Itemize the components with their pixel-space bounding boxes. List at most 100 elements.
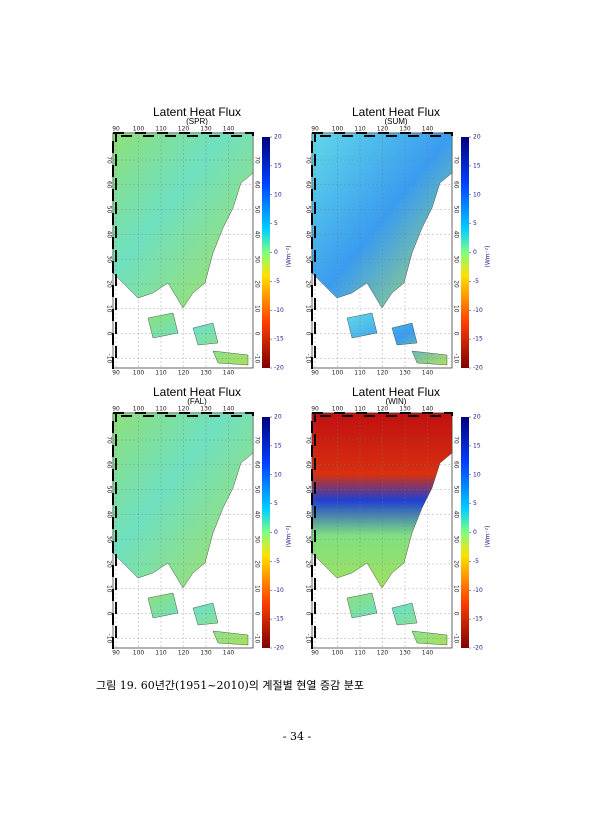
land-islands <box>346 592 448 646</box>
lat-tick-label: 0 <box>106 612 113 616</box>
colorbar-tick-label: -15 <box>274 336 284 343</box>
lat-tick-label: 0 <box>106 332 113 336</box>
lon-tick-label: 140 <box>223 126 235 133</box>
colorbar-tick-label: 0 <box>473 249 477 256</box>
lat-tick-label: 50 <box>106 486 113 494</box>
lon-tick-label: 90 <box>311 406 319 413</box>
lon-tick-label: 130 <box>200 406 212 413</box>
lon-tick-label: 120 <box>377 126 389 133</box>
colorbar-tick-label: -15 <box>274 616 284 623</box>
panel-title: Latent Heat Flux <box>352 105 440 119</box>
lon-tick-label: 90 <box>311 650 319 657</box>
colorbar-tick-label: 20 <box>473 414 481 421</box>
lat-tick-label: 10 <box>106 305 113 313</box>
lon-tick-label: 110 <box>354 650 366 657</box>
lon-tick-label: 110 <box>155 650 167 657</box>
lat-tick-label: 50 <box>453 206 460 214</box>
lon-tick-label: 120 <box>377 650 389 657</box>
land <box>311 412 453 589</box>
lat-tick-label: -10 <box>254 353 261 363</box>
lon-tick-label: 100 <box>332 406 344 413</box>
lon-tick-label: 110 <box>155 126 167 133</box>
panel-title: Latent Heat Flux <box>153 105 241 119</box>
lon-tick-label: 110 <box>354 126 366 133</box>
lon-tick-label: 140 <box>223 406 235 413</box>
map-panel: Latent Heat Flux(SPR)9090100100110110120… <box>106 105 293 376</box>
colorbar-tick-label: 10 <box>274 191 282 198</box>
land-islands <box>147 592 249 646</box>
lat-tick-label: 30 <box>305 535 312 543</box>
map-panel: Latent Heat Flux(FAL)9090100100110110120… <box>106 385 293 656</box>
lon-tick-label: 100 <box>133 650 145 657</box>
lon-tick-label: 140 <box>223 370 235 377</box>
frame-top <box>112 412 254 417</box>
lon-tick-label: 110 <box>354 406 366 413</box>
land <box>311 132 453 309</box>
lat-tick-label: 10 <box>254 305 261 313</box>
lat-tick-label: 40 <box>305 231 312 239</box>
page-number: - 34 - <box>283 730 312 743</box>
lat-tick-label: 70 <box>305 436 312 444</box>
lat-tick-label: 70 <box>106 156 113 164</box>
lon-tick-label: 100 <box>133 370 145 377</box>
lat-tick-label: 10 <box>106 585 113 593</box>
frame-top <box>311 132 453 137</box>
colorbar-tick-label: 10 <box>473 471 481 478</box>
lat-tick-label: 10 <box>453 305 460 313</box>
lat-tick-label: 50 <box>254 206 261 214</box>
lat-tick-label: 60 <box>305 461 312 469</box>
lon-tick-label: 140 <box>422 370 434 377</box>
lon-tick-label: 130 <box>200 650 212 657</box>
lat-tick-label: 10 <box>305 305 312 313</box>
lon-tick-label: 100 <box>332 126 344 133</box>
lat-tick-label: 20 <box>106 280 113 288</box>
lon-tick-label: 120 <box>178 126 190 133</box>
lon-tick-label: 130 <box>399 126 411 133</box>
lon-tick-label: 120 <box>178 370 190 377</box>
lon-tick-label: 100 <box>133 406 145 413</box>
colorbar-tick-label: -20 <box>274 365 284 372</box>
colorbar-tick-label: -10 <box>473 307 483 314</box>
lon-tick-label: 90 <box>112 370 120 377</box>
lat-tick-label: 40 <box>305 511 312 519</box>
lat-tick-label: 70 <box>254 436 261 444</box>
panel-season: (SPR) <box>186 117 208 126</box>
lat-tick-label: -10 <box>453 353 460 363</box>
colorbar-tick-label: -15 <box>473 616 483 623</box>
lat-tick-label: 40 <box>254 511 261 519</box>
lat-tick-label: 0 <box>254 332 261 336</box>
lat-tick-label: 60 <box>254 461 261 469</box>
lat-tick-label: 30 <box>305 255 312 263</box>
colorbar-tick-label: -5 <box>274 278 280 285</box>
lat-tick-label: 70 <box>305 156 312 164</box>
panel-season: (WIN) <box>386 397 407 406</box>
lat-tick-label: 40 <box>106 511 113 519</box>
lat-tick-label: 40 <box>106 231 113 239</box>
lat-tick-label: 40 <box>453 231 460 239</box>
colorbar-unit: (Wm⁻²) <box>286 525 293 547</box>
colorbar-tick-label: -20 <box>274 645 284 652</box>
panel-title: Latent Heat Flux <box>153 385 241 399</box>
colorbar-unit: (Wm⁻²) <box>286 245 293 267</box>
colorbar-tick-label: -10 <box>473 587 483 594</box>
colorbar-tick-label: -15 <box>473 336 483 343</box>
colorbar-tick-label: 20 <box>473 134 481 141</box>
lat-tick-label: 10 <box>254 585 261 593</box>
lat-tick-label: 40 <box>453 511 460 519</box>
lon-tick-label: 130 <box>399 406 411 413</box>
colorbar-unit: (Wm⁻²) <box>485 245 492 267</box>
colorbar-tick-label: 15 <box>274 162 282 169</box>
lon-tick-label: 90 <box>112 126 120 133</box>
lon-tick-label: 110 <box>354 370 366 377</box>
lon-tick-label: 100 <box>332 370 344 377</box>
panel-season: (FAL) <box>187 397 207 406</box>
lat-tick-label: 20 <box>254 280 261 288</box>
lat-tick-label: 70 <box>254 156 261 164</box>
lon-tick-label: 90 <box>311 370 319 377</box>
lat-tick-label: 60 <box>106 461 113 469</box>
lat-tick-label: 20 <box>305 280 312 288</box>
lat-tick-label: 20 <box>453 280 460 288</box>
lon-tick-label: 140 <box>422 406 434 413</box>
lon-tick-label: 90 <box>112 406 120 413</box>
lat-tick-label: 50 <box>254 486 261 494</box>
